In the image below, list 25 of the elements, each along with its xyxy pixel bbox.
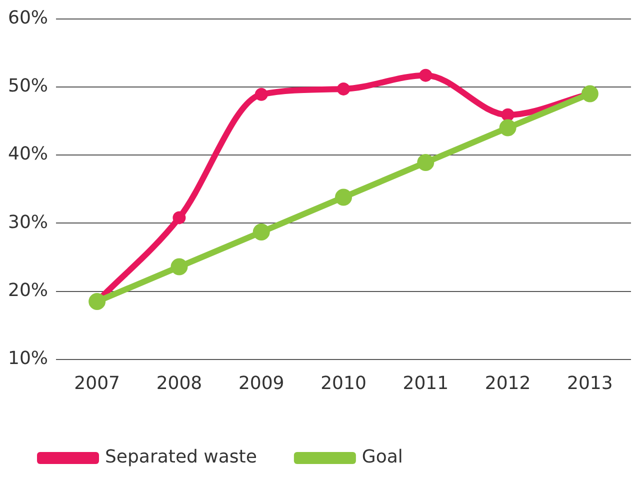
y-tick-label: 60% bbox=[8, 7, 48, 28]
x-tick-label: 2010 bbox=[320, 372, 366, 394]
x-tick-label: 2011 bbox=[402, 372, 449, 394]
y-tick-label: 30% bbox=[8, 212, 48, 233]
y-tick-label: 40% bbox=[8, 144, 48, 165]
x-tick-label: 2013 bbox=[567, 372, 613, 394]
legend-label: Separated waste bbox=[105, 446, 257, 468]
point bbox=[417, 154, 434, 172]
y-tick-label: 20% bbox=[8, 280, 48, 301]
x-tick-label: 2009 bbox=[238, 372, 284, 394]
point bbox=[337, 82, 350, 96]
y-tick-label: 10% bbox=[8, 348, 48, 370]
point bbox=[499, 119, 516, 136]
point bbox=[170, 258, 188, 276]
point bbox=[419, 68, 432, 82]
point bbox=[335, 188, 352, 206]
x-tick-label: 2007 bbox=[74, 372, 120, 394]
x-tick-label: 2008 bbox=[156, 372, 202, 394]
point bbox=[501, 108, 514, 122]
point bbox=[172, 211, 186, 224]
point bbox=[254, 88, 268, 101]
y-tick-label: 50% bbox=[8, 76, 48, 97]
point bbox=[252, 224, 270, 241]
legend-label: Goal bbox=[362, 446, 403, 468]
x-tick-label: 2012 bbox=[484, 372, 531, 394]
